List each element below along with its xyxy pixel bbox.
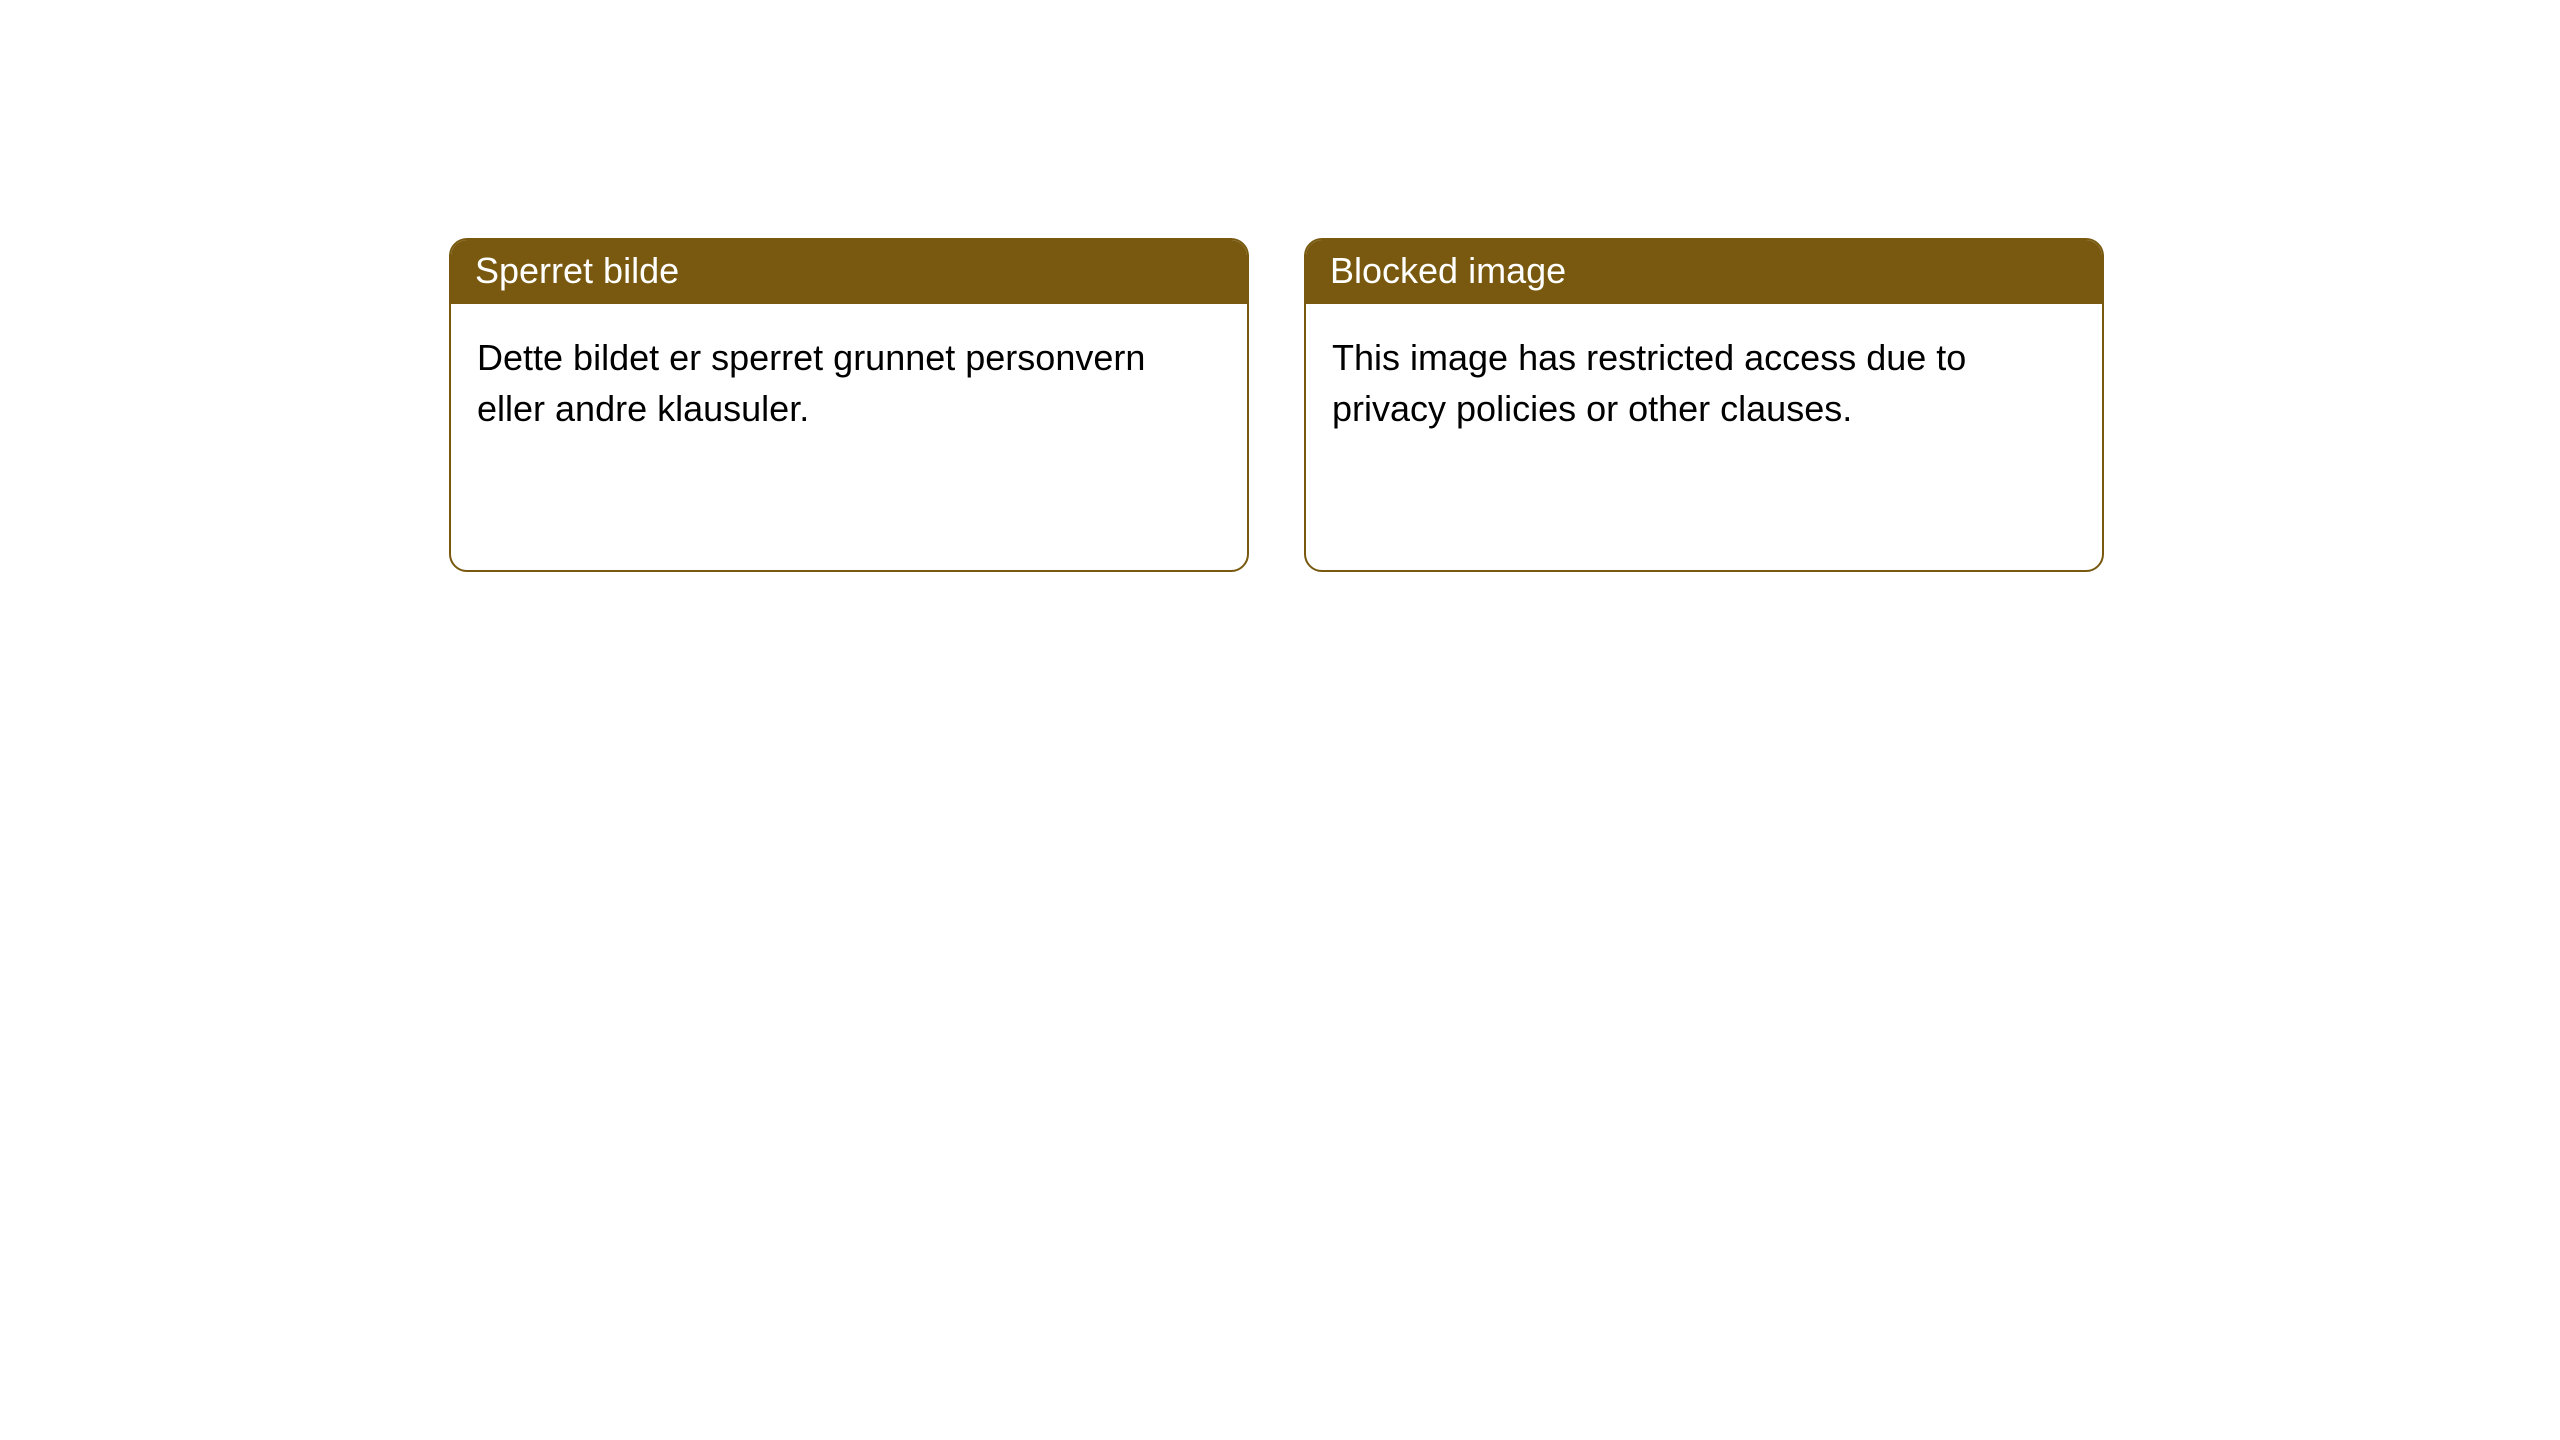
blocked-image-notice-no: Sperret bilde Dette bildet er sperret gr… <box>449 238 1249 572</box>
notice-title-en: Blocked image <box>1306 240 2102 304</box>
blocked-image-notice-en: Blocked image This image has restricted … <box>1304 238 2104 572</box>
notice-title-no: Sperret bilde <box>451 240 1247 304</box>
notice-body-en: This image has restricted access due to … <box>1306 304 2102 462</box>
notice-body-no: Dette bildet er sperret grunnet personve… <box>451 304 1247 462</box>
notice-container: Sperret bilde Dette bildet er sperret gr… <box>0 0 2560 572</box>
